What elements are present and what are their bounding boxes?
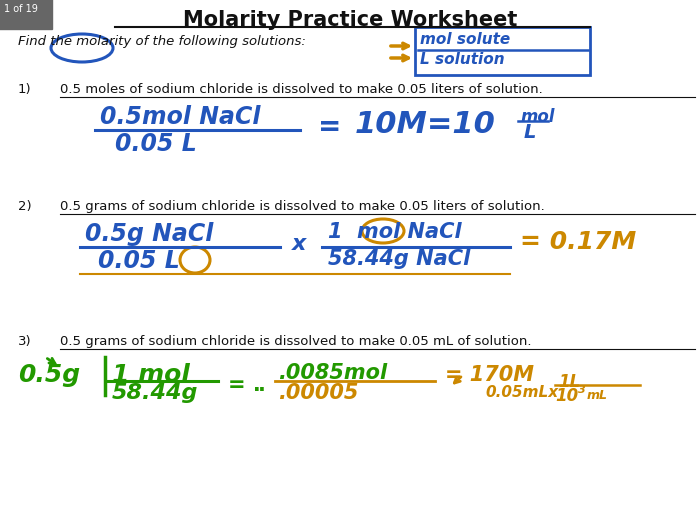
- Text: mol solute: mol solute: [420, 32, 510, 47]
- Text: 0.05mLx: 0.05mLx: [485, 385, 558, 400]
- Text: 0.5g: 0.5g: [18, 363, 80, 387]
- Text: 10: 10: [555, 387, 578, 405]
- Text: 1 of 19: 1 of 19: [4, 4, 38, 14]
- Text: .00005: .00005: [278, 383, 358, 403]
- Text: mol: mol: [520, 108, 554, 126]
- Text: L solution: L solution: [420, 52, 505, 67]
- Text: 3): 3): [18, 335, 32, 348]
- Text: 10M=10: 10M=10: [355, 110, 496, 139]
- Text: Molarity Practice Worksheet: Molarity Practice Worksheet: [183, 10, 517, 30]
- Text: .: .: [258, 375, 266, 395]
- Text: = .: = .: [228, 375, 260, 395]
- Text: Find the molarity of the following solutions:: Find the molarity of the following solut…: [18, 35, 306, 48]
- Text: = 170M: = 170M: [445, 365, 534, 385]
- Text: 58.44g NaCl: 58.44g NaCl: [328, 249, 470, 269]
- Text: 3: 3: [578, 385, 586, 395]
- Text: 0.05 L: 0.05 L: [115, 132, 197, 156]
- Text: L: L: [524, 123, 536, 142]
- Text: 2): 2): [18, 200, 32, 213]
- Text: 0.5 grams of sodium chloride is dissolved to make 0.05 liters of solution.: 0.5 grams of sodium chloride is dissolve…: [60, 200, 545, 213]
- Text: 1  mol NaCl: 1 mol NaCl: [328, 222, 461, 242]
- Text: 0.5 moles of sodium chloride is dissolved to make 0.05 liters of solution.: 0.5 moles of sodium chloride is dissolve…: [60, 83, 543, 96]
- Text: 0.5mol NaCl: 0.5mol NaCl: [100, 105, 260, 129]
- Text: 1 mol: 1 mol: [112, 363, 190, 387]
- Text: =: =: [318, 113, 342, 141]
- Text: 0.5g NaCl: 0.5g NaCl: [85, 222, 214, 246]
- Text: 1L: 1L: [558, 373, 580, 391]
- Text: mL: mL: [587, 389, 608, 402]
- Text: = 0.17M: = 0.17M: [520, 230, 636, 254]
- Text: 58.44g: 58.44g: [112, 383, 198, 403]
- Text: 0.05 L: 0.05 L: [98, 249, 180, 273]
- Text: x: x: [292, 234, 307, 254]
- Text: 1): 1): [18, 83, 32, 96]
- Text: 0.5 grams of sodium chloride is dissolved to make 0.05 mL of solution.: 0.5 grams of sodium chloride is dissolve…: [60, 335, 531, 348]
- Text: .0085mol: .0085mol: [278, 363, 387, 383]
